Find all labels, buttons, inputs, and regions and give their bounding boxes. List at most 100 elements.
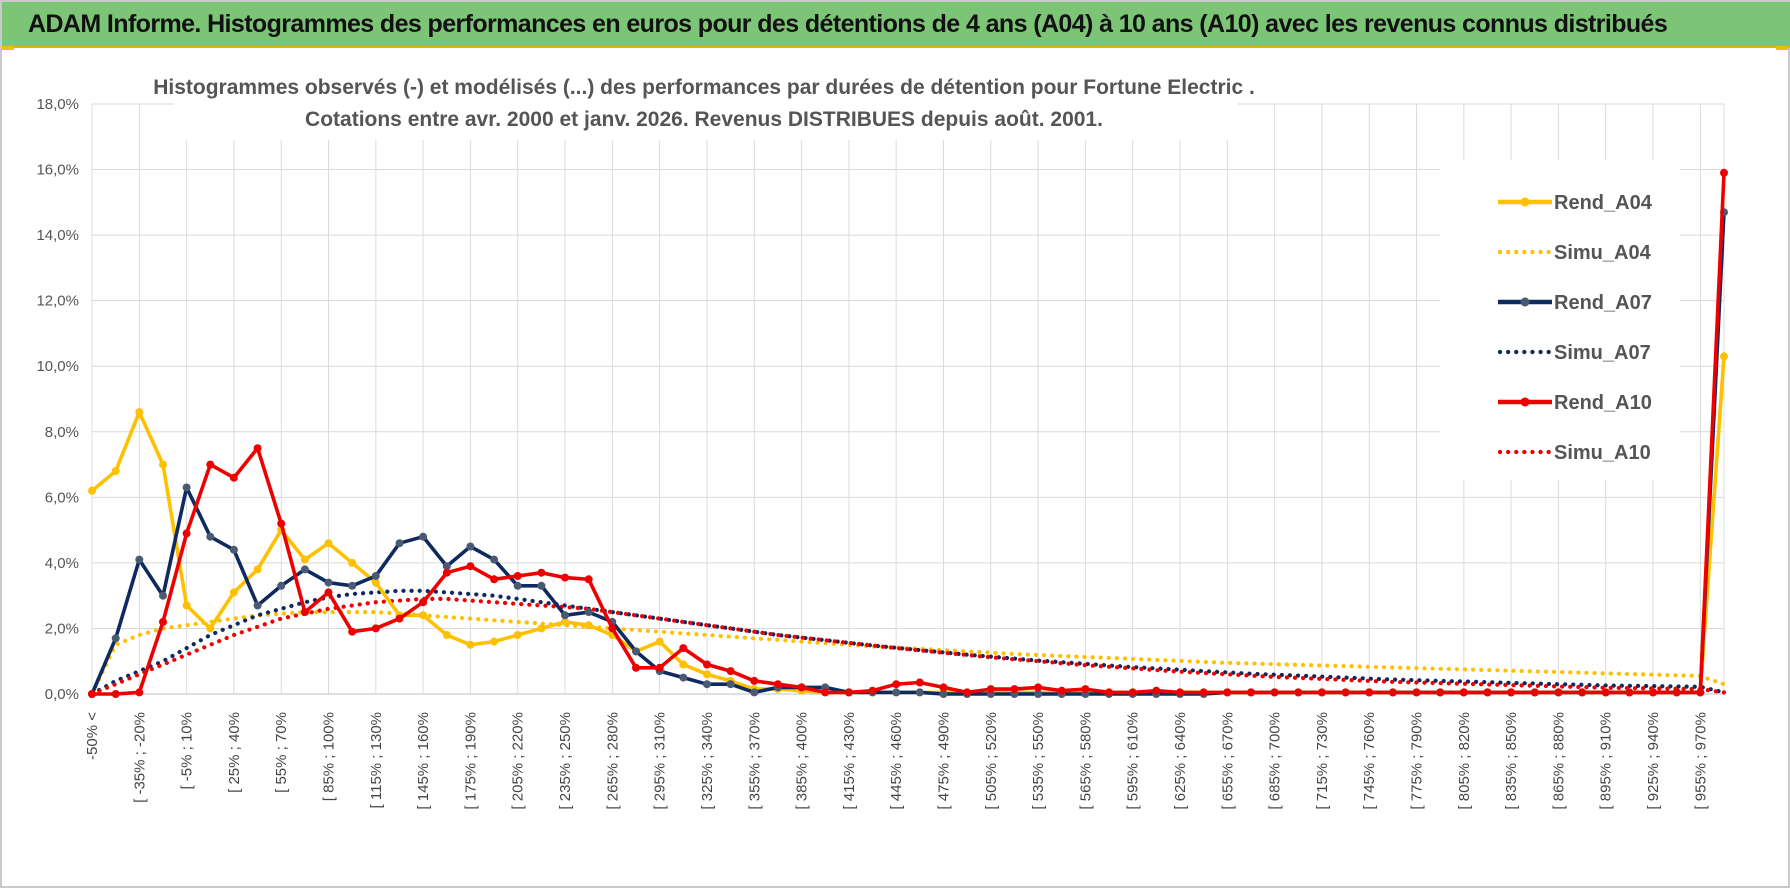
data-point xyxy=(229,473,238,482)
data-point xyxy=(419,611,428,620)
x-tick-label: [ 415% ; 430% xyxy=(841,712,858,810)
series-line-Simu_A07 xyxy=(89,588,1727,697)
data-point xyxy=(277,581,286,590)
legend-background xyxy=(1440,160,1680,480)
data-point xyxy=(1317,688,1326,697)
data-point xyxy=(537,624,546,633)
data-point xyxy=(1696,688,1705,697)
corner-mark-left xyxy=(2,46,14,50)
data-point xyxy=(324,578,333,587)
data-point xyxy=(1199,688,1208,697)
report-title: ADAM Informe. Histogrammes des performan… xyxy=(28,10,1668,38)
legend-marker xyxy=(1520,397,1530,407)
x-axis-ticks: -50% < [ -35% ; -20% [ -5% ; 10% [ 25% ; 40… xyxy=(84,712,1709,810)
data-point xyxy=(584,621,593,630)
x-tick-label: [ 145% ; 160% xyxy=(415,712,432,810)
legend-label: Rend_A04 xyxy=(1554,192,1653,214)
data-point xyxy=(348,627,357,636)
data-point xyxy=(939,690,948,698)
x-tick-label: [ 925% ; 940% xyxy=(1645,712,1662,810)
data-point xyxy=(1578,688,1587,697)
data-point xyxy=(1128,688,1137,697)
data-point xyxy=(537,581,546,590)
x-tick-label: [ 385% ; 400% xyxy=(794,712,811,810)
data-point xyxy=(419,532,428,541)
data-point xyxy=(892,688,901,697)
data-point xyxy=(324,588,333,597)
data-point xyxy=(939,683,948,692)
series-line-Rend_A10 xyxy=(92,172,1726,696)
x-tick-label: [ 175% ; 190% xyxy=(462,712,479,810)
data-point xyxy=(844,688,853,697)
data-point xyxy=(726,680,735,689)
data-point xyxy=(1601,688,1610,697)
data-point xyxy=(277,519,286,528)
legend-label: Rend_A07 xyxy=(1554,292,1652,314)
data-point xyxy=(821,688,830,697)
x-tick-label: [ 355% ; 370% xyxy=(746,712,763,810)
data-point xyxy=(561,611,569,620)
data-point xyxy=(632,663,640,672)
data-point xyxy=(1530,688,1539,697)
legend-entry-Simu_A04: Simu_A04 xyxy=(1497,242,1652,264)
data-point xyxy=(1720,168,1728,177)
x-tick-label: [ 895% ; 910% xyxy=(1598,712,1615,810)
data-point xyxy=(1294,688,1303,697)
data-point xyxy=(584,608,593,617)
data-point xyxy=(1223,688,1232,697)
data-point xyxy=(324,539,333,548)
x-tick-label: [ 235% ; 250% xyxy=(557,712,574,810)
data-point xyxy=(419,598,428,607)
x-tick-label: [ 805% ; 820% xyxy=(1456,712,1473,810)
x-tick-label: [ 535% ; 550% xyxy=(1030,712,1047,810)
data-point xyxy=(561,573,569,582)
legend-marker xyxy=(1520,197,1530,207)
data-point xyxy=(348,558,357,567)
data-point xyxy=(159,617,167,626)
data-point xyxy=(371,572,380,580)
chart-title-line-1: Histogrammes observés (-) et modélisés (… xyxy=(153,76,1255,99)
legend-label: Simu_A10 xyxy=(1554,442,1651,464)
data-point xyxy=(229,588,238,597)
y-tick-label: 6,0% xyxy=(45,489,79,506)
data-point xyxy=(892,680,901,689)
data-point xyxy=(206,532,215,541)
x-tick-label: [ 265% ; 280% xyxy=(604,712,621,810)
chart-title-line-2: Cotations entre avr. 2000 et janv. 2026.… xyxy=(305,108,1103,131)
data-point xyxy=(182,601,191,610)
data-point xyxy=(1341,688,1350,697)
data-point xyxy=(1388,688,1397,697)
data-point xyxy=(300,565,309,574)
data-point xyxy=(513,581,522,590)
x-tick-label: [ 325% ; 340% xyxy=(699,712,716,810)
data-point xyxy=(797,683,806,692)
data-point xyxy=(206,460,215,469)
x-tick-label: [ 55% ; 70% xyxy=(273,712,290,793)
data-point xyxy=(442,568,451,577)
data-point xyxy=(750,688,759,697)
legend-label: Rend_A10 xyxy=(1554,392,1652,414)
data-point xyxy=(915,678,924,687)
data-point xyxy=(442,631,451,639)
legend-entry-Rend_A07: Rend_A07 xyxy=(1498,292,1652,314)
axes: 0,0% 2,0% 4,0% 6,0% 8,0% 10,0% 12,0% 14,0% 16,0%… xyxy=(36,96,1709,810)
data-point xyxy=(135,688,144,697)
data-point xyxy=(253,444,262,453)
x-tick-label: [ 625% ; 640% xyxy=(1172,712,1189,810)
data-point xyxy=(1081,685,1090,694)
x-tick-label: [ 205% ; 220% xyxy=(510,712,527,810)
x-tick-label: [ 505% ; 520% xyxy=(983,712,1000,810)
data-point xyxy=(135,408,144,417)
data-point xyxy=(111,467,120,476)
x-tick-label: [ 595% ; 610% xyxy=(1125,712,1142,810)
series-Simu_A10 xyxy=(89,596,1727,697)
x-tick-label: [ -5% ; 10% xyxy=(179,712,196,790)
data-point xyxy=(584,575,593,584)
data-point xyxy=(88,486,96,495)
y-tick-label: 0,0% xyxy=(45,686,79,703)
x-tick-label: [ -35% ; -20% xyxy=(131,712,148,803)
data-point xyxy=(111,634,120,643)
data-point xyxy=(182,529,191,538)
data-point xyxy=(726,667,735,676)
